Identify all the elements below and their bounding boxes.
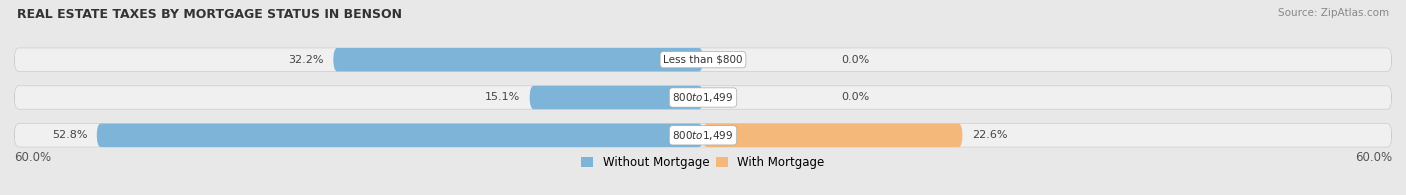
FancyBboxPatch shape: [97, 124, 703, 147]
Text: 0.0%: 0.0%: [841, 92, 869, 103]
Text: $800 to $1,499: $800 to $1,499: [672, 91, 734, 104]
Text: 22.6%: 22.6%: [972, 130, 1007, 140]
Text: 0.0%: 0.0%: [841, 55, 869, 65]
Text: 32.2%: 32.2%: [288, 55, 323, 65]
Legend: Without Mortgage, With Mortgage: Without Mortgage, With Mortgage: [581, 156, 825, 169]
FancyBboxPatch shape: [530, 86, 703, 109]
FancyBboxPatch shape: [14, 48, 1392, 71]
Text: Source: ZipAtlas.com: Source: ZipAtlas.com: [1278, 8, 1389, 18]
FancyBboxPatch shape: [14, 86, 1392, 109]
FancyBboxPatch shape: [333, 48, 703, 71]
Text: 60.0%: 60.0%: [1355, 151, 1392, 164]
Text: $800 to $1,499: $800 to $1,499: [672, 129, 734, 142]
FancyBboxPatch shape: [14, 124, 1392, 147]
Text: 52.8%: 52.8%: [52, 130, 87, 140]
FancyBboxPatch shape: [703, 124, 963, 147]
Text: 60.0%: 60.0%: [14, 151, 51, 164]
Text: Less than $800: Less than $800: [664, 55, 742, 65]
Text: REAL ESTATE TAXES BY MORTGAGE STATUS IN BENSON: REAL ESTATE TAXES BY MORTGAGE STATUS IN …: [17, 8, 402, 21]
Text: 15.1%: 15.1%: [485, 92, 520, 103]
